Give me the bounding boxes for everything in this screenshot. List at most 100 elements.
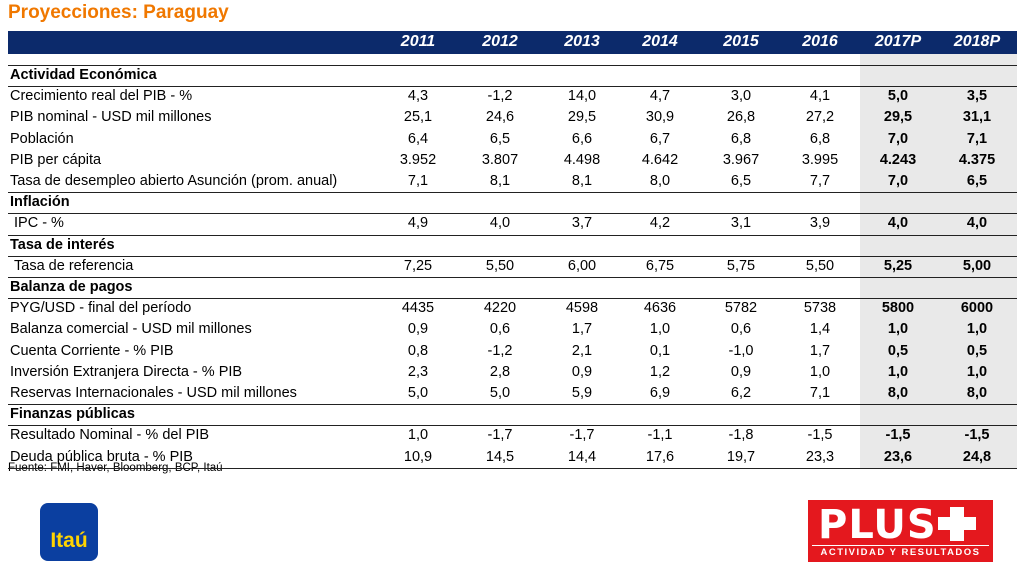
column-header: 2011 — [400, 33, 436, 50]
cell: 5,0 — [407, 385, 429, 401]
cell: 6,4 — [407, 130, 429, 147]
cell: 4,7 — [649, 88, 671, 105]
cell: 5,75 — [726, 257, 756, 274]
section-label: Inflación — [10, 194, 70, 211]
cell: 5,0 — [887, 88, 909, 105]
cell: 6,8 — [809, 130, 831, 147]
cell: 8,0 — [966, 385, 988, 401]
cell: 4598 — [565, 300, 599, 317]
cell: 0,6 — [489, 321, 511, 338]
cell: 3.967 — [722, 151, 760, 168]
cell: 24,6 — [485, 109, 515, 126]
cell: 3.807 — [481, 151, 519, 168]
cell: 1,0 — [809, 363, 831, 380]
row-label: Cuenta Corriente - % PIB — [10, 342, 174, 359]
cell: 5800 — [881, 300, 915, 317]
cell: 31,1 — [962, 109, 992, 126]
cell: 26,8 — [726, 109, 756, 126]
cell: 1,7 — [809, 342, 831, 359]
cell: 29,5 — [567, 109, 597, 126]
cell: 4.243 — [879, 151, 917, 168]
row-label: Tasa de referencia — [14, 257, 134, 274]
rule — [8, 277, 1017, 278]
column-header: 2018P — [953, 33, 1001, 50]
cell: 6,5 — [489, 130, 511, 147]
cell: 23,6 — [883, 448, 913, 465]
section-label: Finanzas públicas — [10, 406, 135, 423]
cell: 2,1 — [571, 342, 593, 359]
cell: -1,2 — [487, 342, 513, 359]
cell: 7,1 — [407, 173, 429, 189]
column-header: 2017P — [874, 33, 922, 50]
cell: 3,5 — [966, 88, 988, 105]
plus-line — [812, 545, 989, 546]
cell: 10,9 — [403, 448, 433, 465]
row-label: PIB nominal - USD mil millones — [10, 109, 212, 126]
cell: 7,1 — [809, 385, 831, 401]
cell: 6,9 — [649, 385, 671, 401]
cell: 4,9 — [407, 215, 429, 232]
cell: 19,7 — [726, 448, 756, 465]
section-label: Tasa de interés — [10, 236, 115, 253]
cell: 1,0 — [649, 321, 671, 338]
cell: 4.375 — [958, 151, 996, 168]
cell: 4636 — [643, 300, 677, 317]
row-label: Tasa de desempleo abierto Asunción (prom… — [10, 173, 338, 189]
cell: 4,0 — [489, 215, 511, 232]
row-label: Deuda pública bruta - % PIB — [10, 448, 193, 465]
cell: 4220 — [483, 300, 517, 317]
cell: 0,9 — [571, 363, 593, 380]
row-label: Resultado Nominal - % del PIB — [10, 427, 210, 444]
cell: 14,4 — [567, 448, 597, 465]
column-header: 2012 — [482, 33, 518, 50]
cell: -1,5 — [964, 427, 990, 444]
cell: -1,0 — [728, 342, 754, 359]
cell: 7,0 — [887, 173, 909, 189]
cell: 6,8 — [730, 130, 752, 147]
cell: 0,1 — [649, 342, 671, 359]
cell: 4,1 — [809, 88, 831, 105]
cell: 5,0 — [489, 385, 511, 401]
row-label: Crecimiento real del PIB - % — [10, 88, 193, 105]
cell: 0,6 — [730, 321, 752, 338]
cell: 7,25 — [403, 257, 433, 274]
rule — [8, 404, 1017, 406]
cell: 3.995 — [801, 151, 839, 168]
cell: 8,1 — [489, 173, 511, 189]
section-label: Actividad Económica — [10, 67, 157, 83]
cell: 2,3 — [407, 363, 429, 380]
cell: 4,0 — [887, 215, 909, 232]
cell: 5738 — [803, 300, 837, 317]
cell: 23,3 — [805, 448, 835, 465]
projection-shade — [860, 54, 1017, 468]
cell: -1,1 — [647, 427, 673, 444]
cell: 1,2 — [649, 363, 671, 380]
cell: 8,0 — [649, 173, 671, 189]
cell: -1,7 — [487, 427, 513, 444]
column-header: 2016 — [802, 33, 838, 50]
title: Proyecciones: Paraguay — [8, 2, 229, 23]
column-header: 2015 — [723, 33, 759, 50]
cell: 8,1 — [571, 173, 593, 189]
cell: 4,0 — [966, 215, 988, 232]
cell: 6,00 — [567, 257, 597, 274]
column-header: 2014 — [642, 33, 678, 50]
header-bar — [8, 31, 1017, 54]
cell: 5,25 — [883, 257, 913, 274]
cell: 30,9 — [645, 109, 675, 126]
itau-logo: Itaú — [40, 503, 98, 561]
plus-tagline: ACTIVIDAD Y RESULTADOS — [820, 547, 981, 558]
rule — [8, 298, 1017, 300]
cell: 25,1 — [403, 109, 433, 126]
cell: 2,8 — [489, 363, 511, 380]
cell: 14,0 — [567, 88, 597, 105]
row-label: Inversión Extranjera Directa - % PIB — [10, 363, 243, 380]
rule — [8, 234, 1017, 236]
cell: 1,0 — [887, 363, 909, 380]
cell: -1,5 — [807, 427, 833, 444]
cell: 3,9 — [809, 215, 831, 232]
cell: 5,50 — [485, 257, 515, 274]
cell: 0,5 — [966, 342, 988, 359]
rule — [8, 192, 1017, 194]
